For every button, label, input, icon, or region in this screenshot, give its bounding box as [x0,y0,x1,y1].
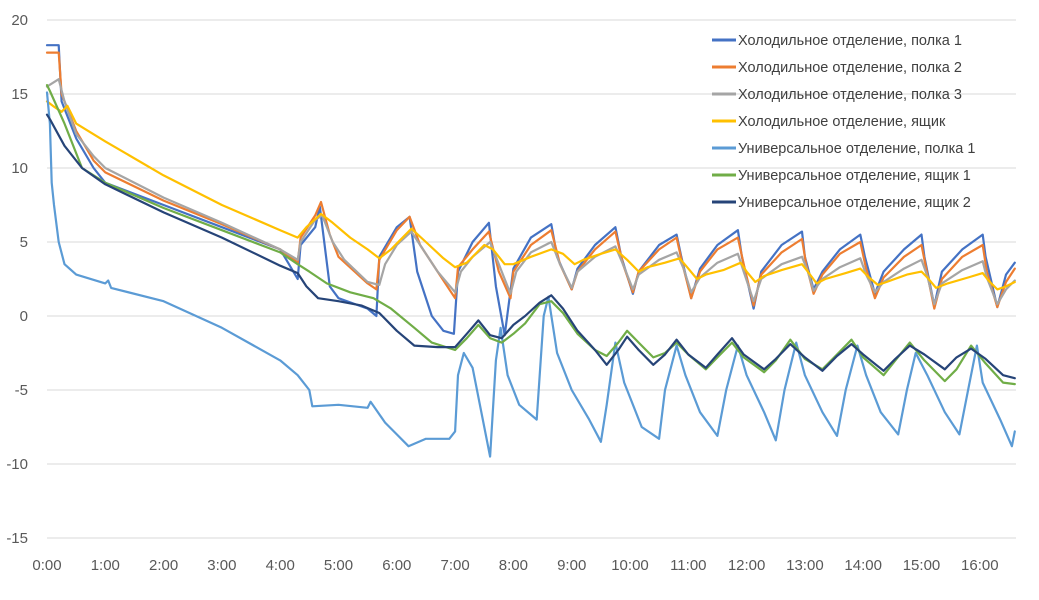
x-tick-label: 13:00 [786,557,824,574]
x-tick-label: 1:00 [91,557,120,574]
y-axis-ticks: -15 -10 -5 0 5 10 15 20 [6,12,28,547]
x-tick-label: 7:00 [440,557,469,574]
legend-label: Холодильное отделение, ящик [738,114,946,130]
y-tick-label: 5 [20,234,28,251]
x-tick-label: 12:00 [728,557,766,574]
y-tick-label: -10 [6,456,28,473]
x-tick-label: 6:00 [382,557,411,574]
x-tick-label: 4:00 [266,557,295,574]
y-tick-label: 0 [20,308,28,325]
x-tick-label: 0:00 [32,557,61,574]
y-tick-label: -5 [15,382,28,399]
series-line [45,100,1016,291]
x-tick-label: 16:00 [961,557,999,574]
x-tick-label: 11:00 [670,557,706,574]
legend-label: Холодильное отделение, полка 1 [738,33,962,49]
legend-label: Универсальное отделение, ящик 1 [738,168,971,184]
legend-label: Холодильное отделение, полка 2 [738,60,962,76]
x-axis-ticks: 0:00 1:00 2:00 3:00 4:00 5:00 6:00 7:00 8:00 9:00… [32,557,998,574]
gridlines [47,19,1016,539]
legend-label: Холодильное отделение, полка 3 [738,87,962,103]
x-tick-label: 3:00 [207,557,236,574]
x-tick-label: 9:00 [557,557,586,574]
legend-label: Универсальное отделение, ящик 2 [738,195,971,211]
series-line [45,91,1016,458]
series-lines [45,44,1016,458]
x-tick-label: 8:00 [499,557,528,574]
legend: Холодильное отделение, полка 1 Холодильно… [712,33,975,211]
x-tick-label: 5:00 [324,557,353,574]
y-tick-label: 15 [11,86,28,103]
series-line [45,113,1016,380]
x-tick-label: 15:00 [903,557,941,574]
legend-label: Универсальное отделение, полка 1 [738,141,975,157]
x-tick-label: 14:00 [844,557,882,574]
y-tick-label: 20 [11,12,28,29]
series-line [45,44,1016,337]
x-tick-label: 10:00 [611,557,649,574]
series-line [45,84,1016,386]
x-tick-label: 2:00 [149,557,178,574]
y-tick-label: 10 [11,160,28,177]
y-tick-label: -15 [6,530,28,547]
